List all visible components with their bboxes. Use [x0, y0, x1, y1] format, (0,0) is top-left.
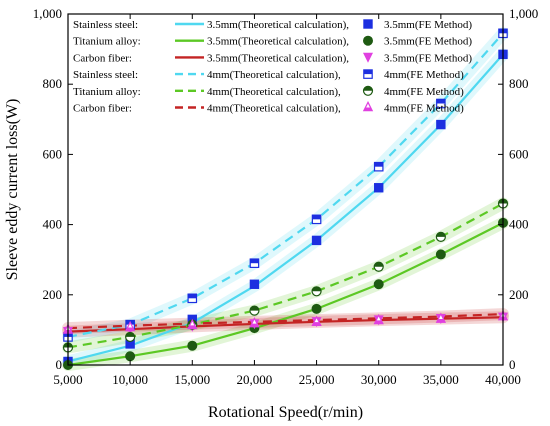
- series-line: [67, 53, 504, 363]
- data-point: [187, 293, 198, 304]
- series-line: [67, 202, 504, 349]
- data-point: [124, 320, 136, 332]
- legend-marker-sample: [362, 52, 374, 63]
- legend-marker-sample: [363, 35, 373, 46]
- data-point: [249, 305, 260, 316]
- data-point: [311, 315, 322, 326]
- data-point: [125, 351, 136, 362]
- legend-material: Titanium alloy:: [73, 86, 141, 98]
- data-point: [373, 279, 384, 290]
- data-point: [125, 331, 136, 343]
- series-line: [67, 313, 504, 330]
- data-point: [373, 261, 384, 272]
- legend-line-label: 3.5mm(Theoretical calculation),: [207, 52, 349, 64]
- legend-marker-sample: [363, 19, 373, 29]
- y-tick-label-right: 0: [509, 357, 516, 372]
- data-point: [374, 183, 384, 193]
- legend-marker-sample: [362, 85, 374, 96]
- legend-material: Titanium alloy:: [73, 36, 141, 48]
- x-tick-label: 15,000: [174, 372, 210, 387]
- x-axis-title: Rotational Speed(r/min): [208, 404, 363, 421]
- y-tick-label-right: 600: [509, 146, 529, 161]
- data-point: [249, 317, 260, 328]
- y-tick-label: 0: [56, 357, 63, 372]
- legend-marker-label: 4mm(FE Method): [384, 86, 464, 98]
- legend-marker-sample: [362, 100, 374, 112]
- data-point: [187, 340, 198, 351]
- plot-background: [68, 14, 503, 365]
- data-point: [373, 161, 384, 172]
- legend-line-label: 4mm(Theoretical calculation),: [207, 86, 341, 98]
- data-point: [249, 279, 260, 289]
- data-point: [435, 249, 446, 260]
- y-tick-label: 200: [43, 287, 63, 302]
- data-point: [249, 258, 260, 269]
- legend-material: Stainless steel:: [73, 19, 138, 31]
- legend-marker-label: 4mm(FE Method): [384, 103, 464, 115]
- y-tick-label: 600: [43, 146, 63, 161]
- x-tick-label: 35,000: [423, 372, 459, 387]
- legend-line-label: 3.5mm(Theoretical calculation),: [207, 19, 349, 31]
- x-tick-label: 5,000: [53, 372, 82, 387]
- legend-marker-label: 3.5mm(FE Method): [384, 36, 472, 48]
- y-axis-title: Sleeve eddy current loss(W): [4, 99, 21, 281]
- x-tick-label: 20,000: [237, 372, 273, 387]
- plot-area: [68, 14, 503, 365]
- data-point: [311, 235, 322, 246]
- y-tick-label: 400: [43, 217, 63, 232]
- legend: Stainless steel: 3.5mm(Theoretical calcul…: [73, 19, 472, 115]
- series-line: [67, 32, 504, 338]
- series-line: [67, 221, 504, 367]
- y-tick-label-right: 800: [509, 76, 529, 91]
- series-line: [67, 316, 504, 333]
- legend-marker-label: 3.5mm(FE Method): [384, 52, 472, 64]
- axes-layer: 5,000 10,000 15,000 20,000 25,000 30,000 35,00…: [33, 6, 539, 387]
- legend-line-label: 3.5mm(Theoretical calculation),: [207, 36, 349, 48]
- legend-line-label: 4mm(Theoretical calculation),: [207, 103, 341, 115]
- y-tick-label-right: 200: [509, 287, 529, 302]
- legend-line-label: 4mm(Theoretical calculation),: [207, 69, 341, 81]
- x-tick-label: 40,000: [485, 372, 521, 387]
- data-point: [187, 318, 198, 330]
- x-tick-label: 10,000: [112, 372, 148, 387]
- data-point: [436, 119, 446, 130]
- data-point: [311, 303, 322, 314]
- y-tick-label: 1,000: [33, 6, 62, 21]
- y-tick-label: 800: [43, 76, 63, 91]
- data-point: [435, 312, 447, 323]
- data-point: [311, 286, 322, 297]
- legend-marker-label: 4mm(FE Method): [384, 69, 464, 81]
- legend-material: Stainless steel:: [73, 69, 138, 81]
- plot-frame: [67, 13, 504, 366]
- legend-material: Carbon fiber:: [73, 52, 132, 64]
- x-tick-label: 30,000: [361, 372, 397, 387]
- data-point: [373, 313, 384, 325]
- data-point: [436, 98, 446, 109]
- data-point: [311, 214, 322, 225]
- legend-marker-sample: [363, 69, 373, 79]
- series-layer: [62, 27, 509, 371]
- y-tick-label-right: 1,000: [509, 6, 538, 21]
- x-tick-label: 25,000: [299, 372, 335, 387]
- data-point: [435, 231, 446, 242]
- legend-material: Carbon fiber:: [73, 103, 132, 115]
- legend-marker-label: 3.5mm(FE Method): [384, 19, 472, 31]
- y-tick-label-right: 400: [509, 217, 529, 232]
